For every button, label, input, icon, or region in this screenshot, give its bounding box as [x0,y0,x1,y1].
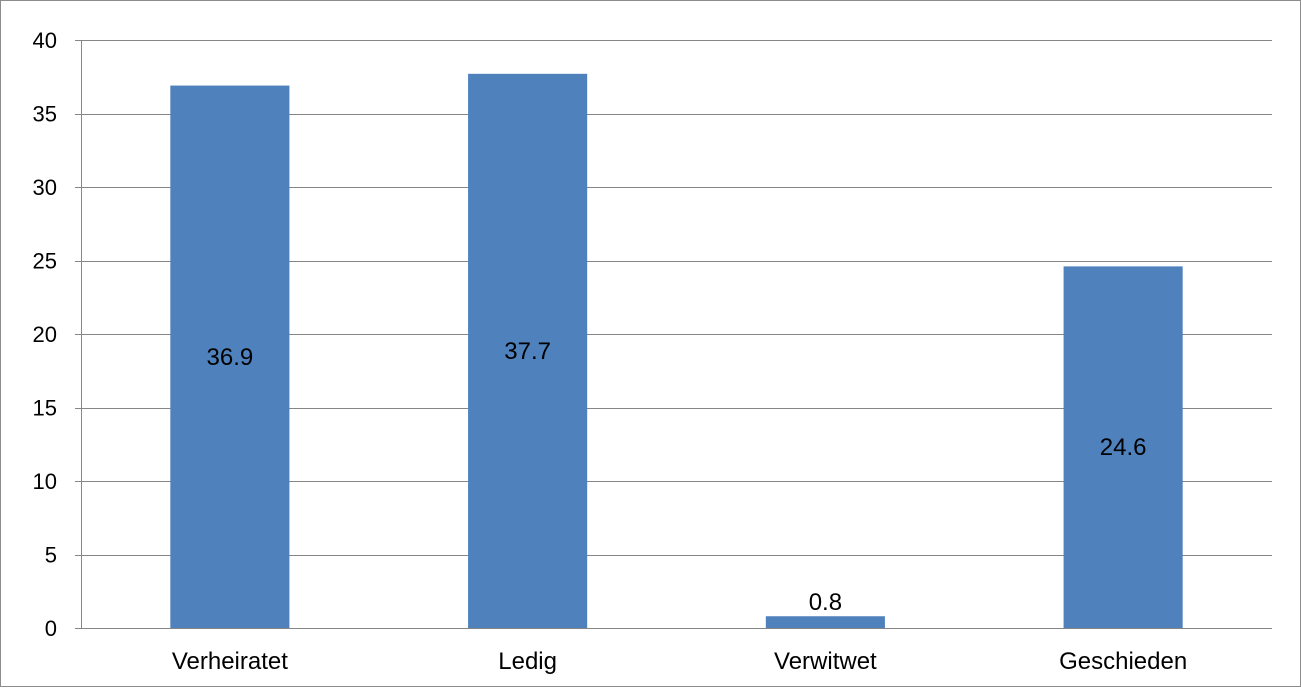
data-label: 0.8 [809,589,842,616]
x-tick-label: Verwitwet [774,648,877,675]
bar-verheiratet [170,85,290,628]
data-label: 36.9 [207,344,254,371]
y-tick-label: 10 [33,469,57,494]
x-tick-label: Verheiratet [172,648,288,675]
y-tick-label: 40 [33,28,57,53]
y-tick-label: 5 [45,543,57,568]
y-axis-tick-labels: 0 5 10 15 20 25 30 35 40 [33,28,57,641]
y-tick-label: 25 [33,249,57,274]
data-label: 24.6 [1100,434,1147,461]
y-tick-label: 0 [45,616,57,641]
y-tick-label: 20 [33,322,57,347]
x-tick-label: Ledig [498,648,557,675]
bar-geschieden [1063,266,1183,628]
x-axis-tick-labels: Verheiratet Ledig Verwitwet Geschieden [172,648,1187,675]
y-tick-label: 15 [33,396,57,421]
y-tick-label: 35 [33,102,57,127]
bar-verwitwet [765,616,885,628]
bar-ledig [468,73,588,628]
x-tick-label: Geschieden [1059,648,1187,675]
data-label: 37.7 [504,338,551,365]
y-tick-label: 30 [33,175,57,200]
data-labels: 36.9 37.7 0.8 24.6 [207,338,1147,616]
bars [170,73,1183,628]
